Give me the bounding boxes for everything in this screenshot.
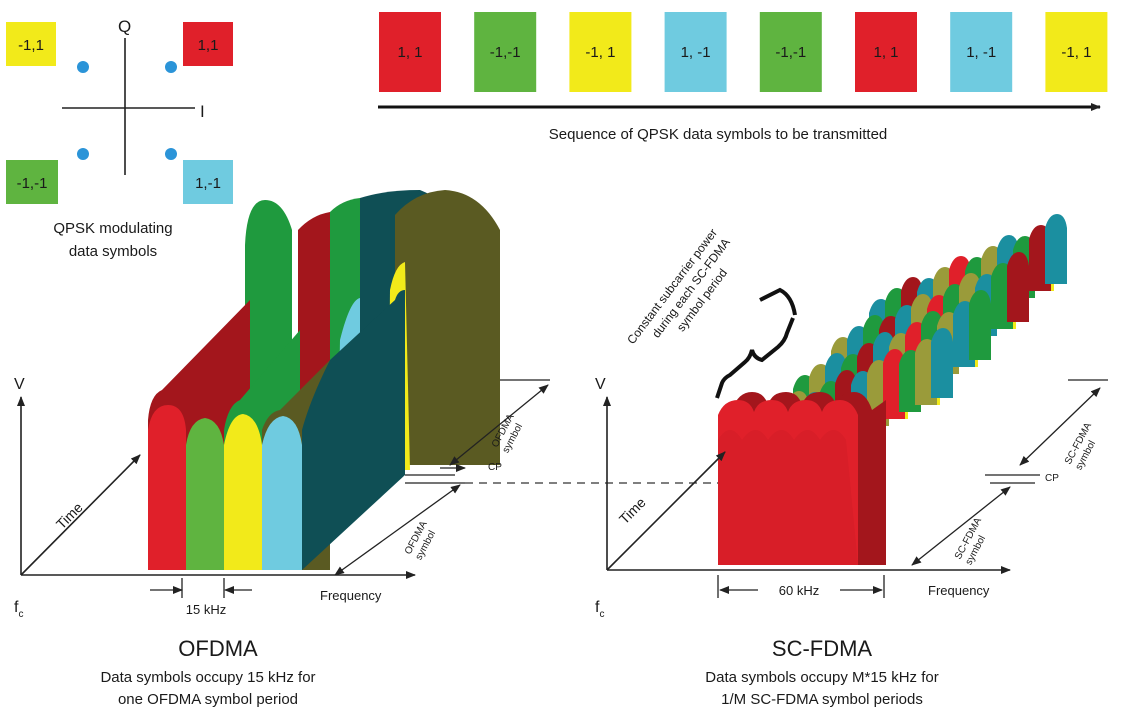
- scfdma-cp-label: CP: [1045, 473, 1059, 484]
- sequence-symbol-label: 1, -1: [681, 44, 711, 61]
- sequence-symbol-label: -1,-1: [490, 44, 521, 61]
- scfdma-symbol-label-bottom: SC-FDMAsymbol: [953, 516, 995, 567]
- ofdma-desc-line1: Data symbols occupy 15 kHz for: [100, 669, 315, 686]
- sequence-symbol-box: [1045, 12, 1108, 92]
- ofdma-symbol-period-arrow-bottom: [334, 484, 461, 576]
- symbol-box-red: [183, 22, 233, 66]
- sequence-symbol-label: -1,-1: [775, 44, 806, 61]
- ofdma-time-axis: [20, 454, 141, 576]
- ofdma-channel-red: [148, 405, 186, 570]
- scfdma-subcarrier-lobe: [1045, 214, 1067, 284]
- scfdma-desc-line2: 1/M SC-FDMA symbol periods: [721, 691, 923, 708]
- scfdma-symbol-period-arrow-bottom: [911, 486, 1011, 566]
- ofdma-symbol-period-arrow-top: [449, 384, 549, 466]
- constellation-caption-line2: data symbols: [69, 243, 157, 260]
- symbol-label: -1,-1: [17, 175, 48, 192]
- scfdma-fc-label: fc: [595, 599, 604, 620]
- scfdma-symbol-label-top: SC-FDMAsymbol: [1063, 421, 1105, 472]
- ofdma-channel-teal-front: [302, 290, 405, 570]
- scfdma-frequency-label: Frequency: [928, 583, 990, 598]
- constellation-caption-line1: QPSK modulating: [53, 220, 172, 237]
- ofdma-frequency-label: Frequency: [320, 588, 382, 603]
- symbol-box-yellow: [6, 22, 56, 66]
- sequence-symbol-box: [855, 12, 917, 92]
- scfdma-subcarrier-lobe: [1007, 252, 1029, 322]
- constellation-point: [77, 148, 89, 160]
- ofdma-v-label: V: [14, 376, 25, 393]
- symbol-box-green: [6, 160, 58, 204]
- ofdma-bandwidth-label: 15 kHz: [186, 602, 226, 617]
- scfdma-subcarrier-lobe: [969, 290, 991, 360]
- sequence-symbol-label: 1, -1: [966, 44, 996, 61]
- qpsk-constellation: Q I -1,1 1,1 -1,-1 1,-1 QPSK modulating …: [6, 17, 233, 260]
- i-axis-label: I: [200, 102, 205, 121]
- q-axis-label: Q: [118, 17, 131, 36]
- ofdma-title: OFDMA: [178, 636, 258, 661]
- symbol-label: 1,-1: [195, 175, 221, 192]
- ofdma-channel-green: [186, 418, 224, 570]
- ofdma-desc-line2: one OFDMA symbol period: [118, 691, 298, 708]
- sequence-caption: Sequence of QPSK data symbols to be tran…: [549, 126, 888, 143]
- sequence-symbol-label: -1, 1: [585, 44, 615, 61]
- scfdma-time-label: Time: [616, 494, 649, 527]
- scfdma-power-brace: [715, 317, 795, 399]
- sequence-symbol-box: [664, 12, 727, 92]
- symbol-sequence: 1, 1 -1,-1 -1, 1 1, -1 -1,-1 1, 1 1, -1 -1, 1 S…: [378, 12, 1108, 143]
- ofdma-cp-label: CP: [488, 462, 502, 473]
- scfdma-block-red: [718, 400, 858, 565]
- sequence-symbol-label: 1, 1: [873, 44, 898, 61]
- sequence-symbol-box: [569, 12, 632, 92]
- symbol-label: 1,1: [198, 37, 219, 54]
- sequence-symbol-box: [759, 12, 822, 92]
- scfdma-subcarrier-lobe: [931, 328, 953, 398]
- scfdma-time-axis: [606, 451, 726, 571]
- scfdma-title: SC-FDMA: [772, 636, 873, 661]
- scfdma-graphic: 60 kHz Constant subcarrier powerduring e…: [595, 214, 1108, 708]
- symbol-box-cyan: [183, 160, 233, 204]
- symbol-label: -1,1: [18, 37, 44, 54]
- scfdma-bandwidth-label: 60 kHz: [779, 583, 819, 598]
- scfdma-v-label: V: [595, 376, 606, 393]
- sequence-symbol-box: [950, 12, 1013, 92]
- scfdma-symbol-period-arrow-top: [1019, 387, 1101, 466]
- constellation-point: [165, 61, 177, 73]
- sequence-symbol-label: -1, 1: [1061, 44, 1091, 61]
- ofdma-graphic: 15 kHz V fc Time Frequency CP OFDMAsymbo…: [14, 190, 550, 708]
- ofdma-channel-cyan: [262, 416, 302, 570]
- ofdma-symbol-label-bottom: OFDMAsymbol: [403, 519, 440, 562]
- ofdma-channel-yellow: [224, 414, 262, 570]
- sequence-symbol-label: 1, 1: [397, 44, 422, 61]
- sequence-symbol-box: [474, 12, 537, 92]
- sequence-symbol-box: [379, 12, 441, 92]
- constellation-point: [77, 61, 89, 73]
- scfdma-power-note: Constant subcarrier powerduring each SC-…: [624, 226, 745, 366]
- constellation-point: [165, 148, 177, 160]
- ofdma-fc-label: fc: [14, 599, 23, 620]
- scfdma-desc-line1: Data symbols occupy M*15 kHz for: [705, 669, 938, 686]
